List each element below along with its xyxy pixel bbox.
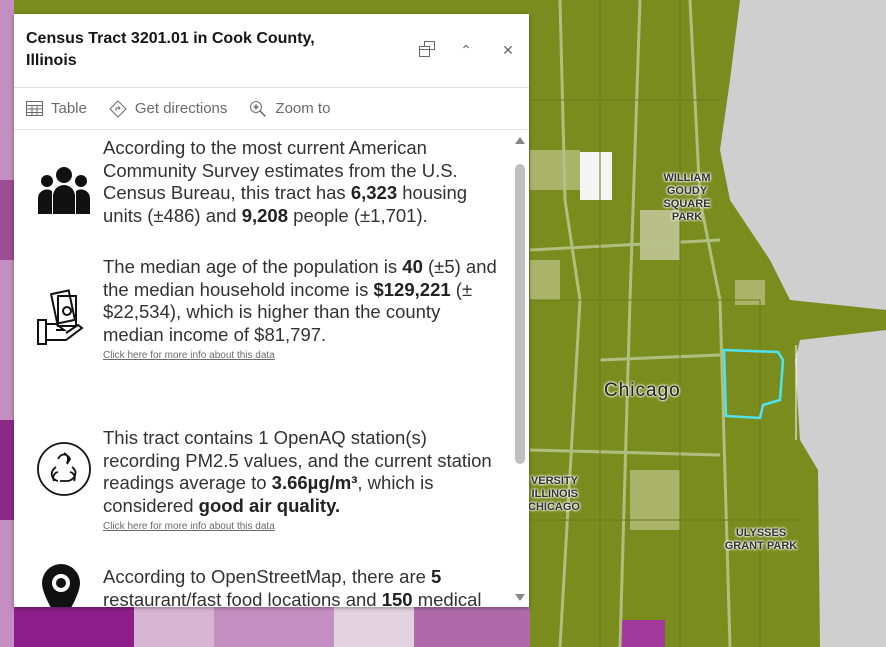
recycle-leaf-icon <box>37 442 91 496</box>
table-label: Table <box>51 100 87 117</box>
osm-text: According to OpenStreetMap, there are <box>103 566 432 587</box>
income-text: (±$22,534), which is higher than the cou… <box>103 278 473 345</box>
income-text: (±5) and the median household income is <box>103 256 497 300</box>
osm-text: restaurant/fast food locations and <box>103 588 382 607</box>
housing-text: According to the most current American C… <box>103 137 458 204</box>
popup-content[interactable]: According to the most current American C… <box>14 131 529 607</box>
table-button[interactable]: Table <box>26 100 87 117</box>
chevron-up-icon: ⌃ <box>460 43 472 59</box>
air-quality-section: This tract contains 1 OpenAQ station(s) … <box>103 427 503 534</box>
money-hand-icon <box>37 289 84 345</box>
popup: Census Tract 3201.01 in Cook County, Ill… <box>14 14 529 607</box>
osm-section: According to OpenStreetMap, there are 5 … <box>103 566 503 607</box>
zoom-in-icon <box>250 100 267 117</box>
popup-header: Census Tract 3201.01 in Cook County, Ill… <box>14 14 529 88</box>
dock-button[interactable] <box>416 40 438 62</box>
map-label-uic: VERSITY ILLINOIS CHICAGO <box>528 475 580 513</box>
zoom-to-label: Zoom to <box>275 100 331 117</box>
table-icon <box>26 101 43 116</box>
air-quality-rating: good air quality. <box>198 494 341 516</box>
map-pin-icon <box>42 564 80 607</box>
more-info-link[interactable]: Click here for more info about this data <box>103 350 275 362</box>
dock-icon <box>419 41 435 57</box>
income-section: The median age of the population is 40 (… <box>103 256 503 363</box>
population: 9,208 <box>241 204 289 226</box>
scroll-up-arrow[interactable] <box>515 137 525 144</box>
collapse-button[interactable]: ⌃ <box>455 40 477 62</box>
scroll-down-arrow[interactable] <box>515 594 525 601</box>
osm-text: medical facilities in this Census tract. <box>417 588 482 607</box>
housing-section: According to the most current American C… <box>103 137 503 227</box>
directions-icon <box>109 99 127 118</box>
close-button[interactable]: ✕ <box>497 40 519 62</box>
close-icon: ✕ <box>502 43 514 59</box>
scrollbar[interactable] <box>513 131 527 607</box>
medical-count: 150 <box>381 588 413 607</box>
zoom-to-button[interactable]: Zoom to <box>249 100 330 118</box>
scrollbar-thumb[interactable] <box>515 164 525 464</box>
median-income: $129,221 <box>373 278 451 300</box>
median-age: 40 <box>402 256 423 277</box>
pm25-value: 3.66µg/m³ <box>271 472 358 494</box>
get-directions-button[interactable]: Get directions <box>109 99 228 118</box>
air-text: , which is considered <box>103 472 434 516</box>
air-text: This tract contains 1 OpenAQ station(s) … <box>103 427 492 494</box>
map-label-chicago: Chicago <box>604 380 681 401</box>
more-info-link[interactable]: Click here for more info about this data <box>103 521 275 533</box>
popup-toolbar: Table Get directions Zoom to <box>14 88 529 130</box>
housing-text: people (±1,701). <box>288 204 428 226</box>
popup-title: Census Tract 3201.01 in Cook County, Ill… <box>26 30 315 69</box>
income-text: The median age of the population is <box>103 256 403 277</box>
people-icon <box>38 167 90 214</box>
map-label-goudy-park: WILLIAM GOUDY SQUARE PARK <box>663 172 711 223</box>
map-label-grant-park: ULYSSES GRANT PARK <box>724 527 798 552</box>
restaurant-count: 5 <box>431 566 442 587</box>
housing-units: 6,323 <box>350 182 398 204</box>
directions-label: Get directions <box>134 100 228 117</box>
housing-text: housing units (±486) and <box>103 182 468 226</box>
